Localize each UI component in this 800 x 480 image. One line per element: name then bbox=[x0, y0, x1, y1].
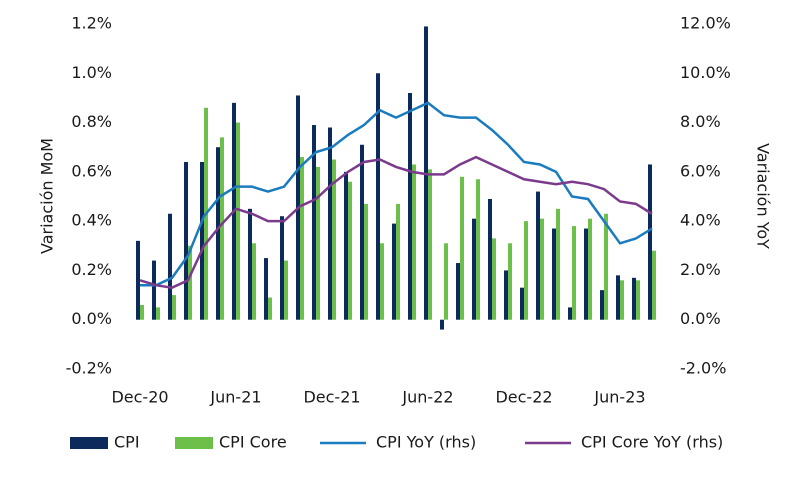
line bbox=[139, 155, 653, 289]
y-tick-label: 1.2% bbox=[71, 14, 112, 33]
bar bbox=[344, 171, 348, 320]
bar bbox=[360, 144, 364, 320]
bar bbox=[188, 245, 192, 320]
legend-swatch bbox=[175, 437, 213, 449]
bar bbox=[444, 243, 448, 320]
y2-tick-label: 10.0% bbox=[680, 63, 731, 82]
legend-label: CPI YoY (rhs) bbox=[376, 433, 476, 452]
bar bbox=[636, 280, 640, 320]
bar bbox=[620, 280, 624, 320]
y-tick-label: 0.4% bbox=[71, 211, 112, 230]
bar bbox=[252, 243, 256, 320]
bar bbox=[264, 258, 268, 320]
bar bbox=[504, 270, 508, 320]
legend-label: CPI bbox=[114, 433, 140, 452]
bar bbox=[492, 238, 496, 320]
y-tick-label: 0.2% bbox=[71, 260, 112, 279]
bar bbox=[472, 218, 476, 320]
bar bbox=[216, 147, 220, 320]
y2-tick-label: 2.0% bbox=[680, 260, 721, 279]
bar bbox=[428, 169, 432, 320]
bar bbox=[412, 164, 416, 320]
bar bbox=[136, 240, 140, 320]
y2-tick-label: 0.0% bbox=[680, 309, 721, 328]
bar bbox=[508, 243, 512, 320]
bar bbox=[248, 208, 252, 320]
bar bbox=[556, 208, 560, 320]
bar bbox=[168, 213, 172, 320]
y2-tick-label: 12.0% bbox=[680, 14, 731, 33]
bar bbox=[392, 223, 396, 320]
bar bbox=[572, 226, 576, 320]
y-axis-title: Variación MoM bbox=[38, 138, 57, 254]
bar bbox=[328, 127, 332, 320]
y-tick-label: 0.0% bbox=[71, 309, 112, 328]
bar bbox=[172, 295, 176, 320]
bar bbox=[584, 228, 588, 320]
bar bbox=[552, 228, 556, 320]
line bbox=[140, 101, 653, 287]
bar bbox=[316, 166, 320, 320]
bar bbox=[524, 221, 528, 320]
bar bbox=[456, 263, 460, 320]
bar bbox=[332, 159, 336, 320]
legend-label: CPI Core bbox=[219, 433, 287, 452]
x-tick-label: Dec-22 bbox=[495, 388, 552, 407]
x-tick-label: Jun-23 bbox=[593, 388, 645, 407]
y-tick-label: 0.6% bbox=[71, 161, 112, 180]
bar bbox=[408, 93, 412, 320]
bar bbox=[300, 157, 304, 320]
y-tick-label: 0.8% bbox=[71, 112, 112, 131]
bar bbox=[376, 73, 380, 320]
bar bbox=[380, 243, 384, 320]
bar bbox=[588, 218, 592, 320]
bar bbox=[476, 179, 480, 320]
bar bbox=[396, 203, 400, 320]
bar bbox=[632, 277, 636, 320]
x-tick-label: Dec-21 bbox=[303, 388, 360, 407]
bar bbox=[600, 290, 604, 320]
bar bbox=[604, 213, 608, 320]
bar bbox=[440, 319, 444, 330]
y2-tick-label: 6.0% bbox=[680, 161, 721, 180]
bar bbox=[540, 218, 544, 320]
bar bbox=[236, 122, 240, 320]
bar bbox=[280, 216, 284, 320]
bar bbox=[140, 304, 144, 320]
x-tick-label: Jun-21 bbox=[209, 388, 261, 407]
bar bbox=[156, 307, 160, 320]
bar bbox=[312, 125, 316, 320]
y2-tick-label: 8.0% bbox=[680, 112, 721, 131]
bar bbox=[488, 198, 492, 320]
legend-swatch bbox=[70, 437, 108, 449]
bar bbox=[568, 307, 572, 320]
y2-tick-label: 4.0% bbox=[680, 211, 721, 230]
x-tick-label: Dec-20 bbox=[111, 388, 168, 407]
bar bbox=[184, 162, 188, 320]
y2-tick-label: -2.0% bbox=[680, 359, 726, 378]
bar bbox=[268, 297, 272, 320]
bar bbox=[152, 260, 156, 320]
bar bbox=[364, 203, 368, 320]
bar bbox=[616, 275, 620, 320]
bar bbox=[460, 176, 464, 320]
bar bbox=[536, 191, 540, 320]
bar bbox=[520, 287, 524, 320]
y2-axis-title: Variación YoY bbox=[754, 143, 773, 249]
bar bbox=[284, 260, 288, 320]
x-tick-label: Jun-22 bbox=[401, 388, 453, 407]
legend-label: CPI Core YoY (rhs) bbox=[581, 433, 723, 452]
bar bbox=[348, 181, 352, 320]
bar bbox=[648, 164, 652, 320]
y-tick-label: 1.0% bbox=[71, 63, 112, 82]
bar bbox=[652, 250, 656, 320]
bar bbox=[200, 162, 204, 320]
bar bbox=[220, 137, 224, 320]
y-tick-label: -0.2% bbox=[66, 359, 112, 378]
